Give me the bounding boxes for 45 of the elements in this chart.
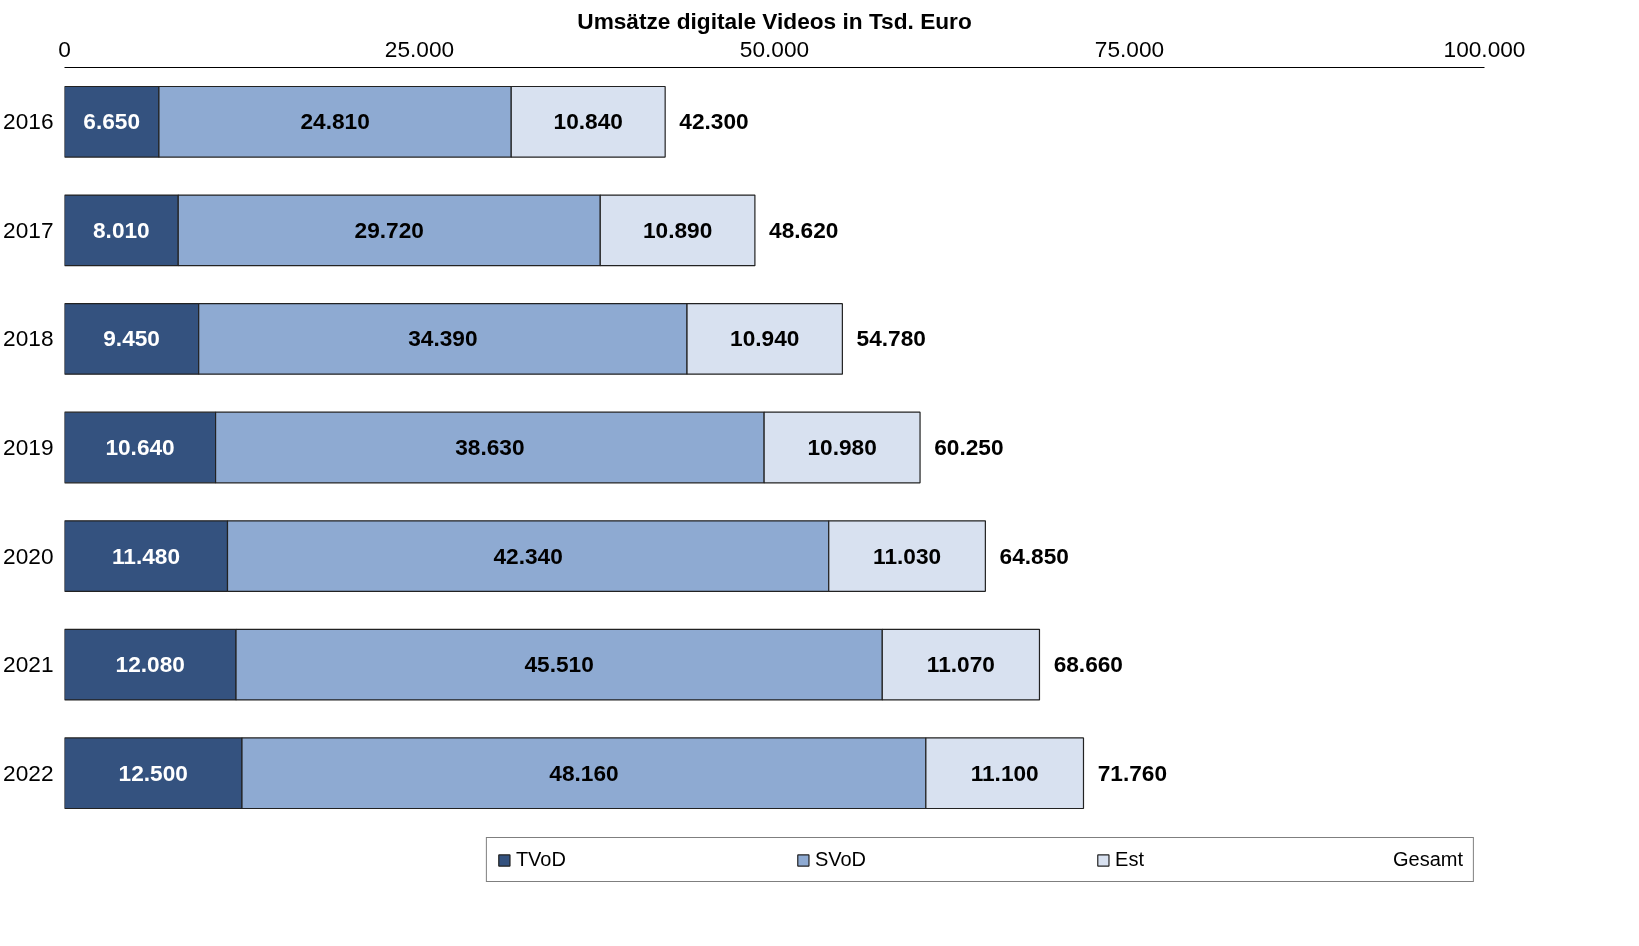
- x-tick-label: 25.000: [384, 35, 455, 62]
- legend-label: TVoD: [515, 848, 566, 871]
- y-tick-label: 2021: [3, 651, 54, 678]
- total-label: 71.760: [1097, 759, 1167, 786]
- data-label: 11.030: [873, 542, 942, 569]
- total-label: 64.850: [999, 542, 1069, 569]
- data-label: 10.640: [105, 434, 175, 460]
- chart-title: Umsätze digitale Videos in Tsd. Euro: [577, 7, 972, 34]
- data-label: 45.510: [524, 651, 594, 678]
- data-label: 11.070: [926, 651, 995, 678]
- data-label: 12.080: [115, 651, 185, 678]
- text: Gesamt: [1392, 848, 1463, 871]
- legend-label: Est: [1115, 848, 1144, 871]
- y-tick-label: 2017: [3, 216, 54, 243]
- legend-label: SVoD: [814, 848, 867, 871]
- data-label: 9.450: [103, 325, 160, 352]
- data-label: 42.340: [493, 542, 563, 569]
- data-label: 38.630: [455, 434, 525, 460]
- data-label: 24.810: [300, 108, 370, 135]
- data-label: 12.500: [118, 759, 188, 786]
- total-label: 54.780: [856, 325, 926, 352]
- data-label: 34.390: [408, 325, 478, 352]
- data-label: 6.650: [83, 108, 141, 135]
- y-tick-label: 2020: [3, 542, 54, 569]
- total-label: 42.300: [679, 108, 749, 135]
- x-tick-label: 0: [58, 35, 71, 62]
- total-label: 60.250: [934, 434, 1004, 460]
- data-label: 10.890: [642, 216, 713, 243]
- y-tick-label: 2022: [3, 759, 54, 786]
- data-label: 48.160: [549, 759, 619, 786]
- data-label: 8.010: [93, 216, 150, 243]
- y-tick-label: 2018: [3, 325, 54, 352]
- x-tick-label: 75.000: [1094, 35, 1165, 62]
- x-tick-label: 50.000: [739, 35, 810, 62]
- data-label: 11.480: [111, 542, 181, 569]
- total-label: 68.660: [1053, 651, 1123, 678]
- data-label: 10.940: [730, 325, 800, 352]
- y-tick-label: 2019: [3, 434, 54, 460]
- total-label: 48.620: [769, 216, 839, 243]
- data-label: 11.100: [970, 759, 1039, 786]
- x-tick-label: 100.000: [1443, 35, 1526, 62]
- data-label: 29.720: [354, 216, 424, 243]
- data-label: 10.840: [553, 108, 623, 135]
- y-tick-label: 2016: [3, 108, 54, 135]
- data-label: 10.980: [807, 434, 877, 460]
